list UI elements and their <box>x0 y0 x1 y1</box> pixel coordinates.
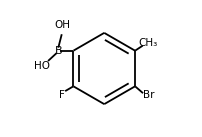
Text: Br: Br <box>142 90 154 100</box>
Text: B: B <box>54 46 62 56</box>
Text: OH: OH <box>54 20 70 30</box>
Text: F: F <box>59 90 65 99</box>
Text: HO: HO <box>34 61 50 71</box>
Text: CH₃: CH₃ <box>138 38 157 48</box>
